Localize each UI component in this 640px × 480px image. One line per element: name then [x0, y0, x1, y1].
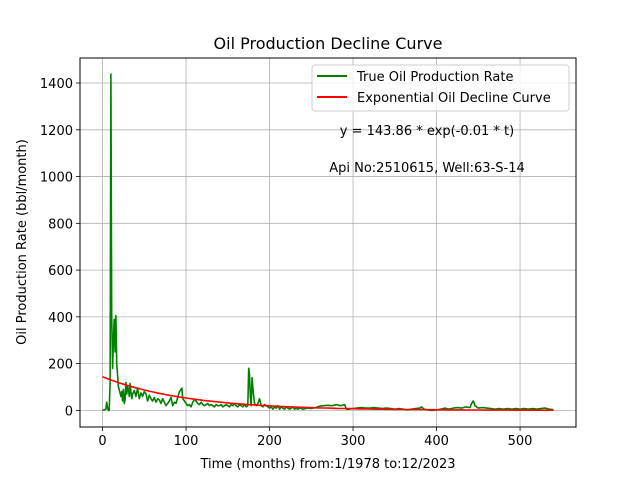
y-tick-label: 1400: [40, 77, 73, 92]
x-axis-label: Time (months) from:1/1978 to:12/2023: [199, 457, 455, 472]
x-tick-label: 100: [174, 434, 199, 449]
chart-title: Oil Production Decline Curve: [214, 34, 443, 53]
plot-area: [80, 58, 576, 427]
series-line-1: [102, 376, 554, 411]
legend-label-exponential-curve: Exponential Oil Decline Curve: [357, 91, 551, 106]
y-tick-label: 1000: [40, 171, 73, 186]
x-tick-label: 300: [341, 434, 366, 449]
y-tick-label: 400: [48, 311, 73, 326]
x-tick-label: 0: [98, 434, 106, 449]
equation-annotation: y = 143.86 * exp(-0.01 * t): [340, 124, 514, 139]
series-line-0: [102, 73, 554, 412]
legend-box: [311, 64, 570, 112]
series-layer: [102, 73, 554, 412]
well-annotation: Api No:2510615, Well:63-S-14: [329, 161, 525, 176]
axis-ticks: 0 100 200 300 400 500 0 200 400 600 800 1000 1200 140…: [40, 77, 533, 449]
x-tick-label: 500: [508, 434, 533, 449]
legend: True Oil Production Rate Exponential Oil…: [311, 64, 570, 112]
y-tick-label: 800: [48, 217, 73, 232]
y-tick-label: 1200: [40, 124, 73, 139]
y-tick-label: 600: [48, 264, 73, 279]
x-tick-label: 400: [424, 434, 449, 449]
y-axis-label: Oil Production Rate (bbl/month): [15, 139, 30, 345]
y-tick-label: 200: [48, 358, 73, 373]
y-tick-label: 0: [65, 404, 73, 419]
plot-frame: [79, 57, 577, 428]
x-tick-label: 200: [257, 434, 282, 449]
legend-label-true-rate: True Oil Production Rate: [356, 70, 513, 85]
